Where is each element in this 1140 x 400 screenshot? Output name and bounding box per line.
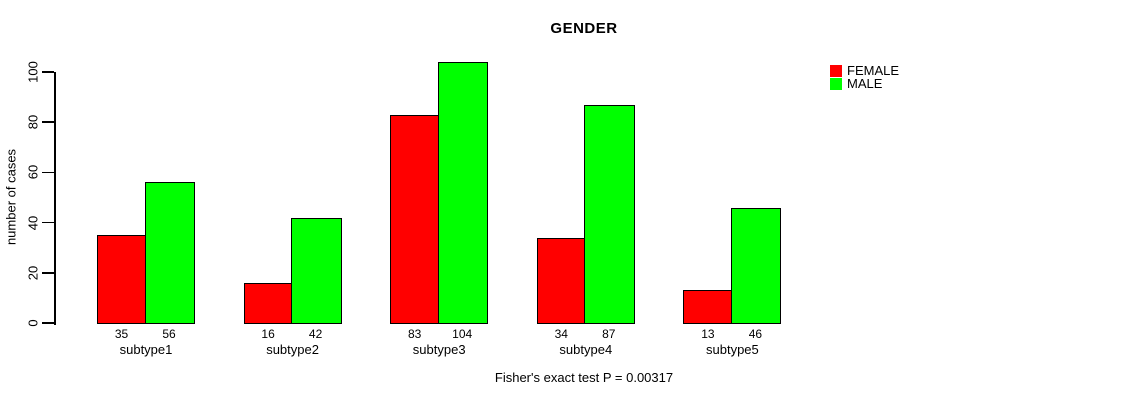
category-label-subtype4: subtype4 <box>559 342 613 357</box>
y-tick <box>41 221 54 224</box>
bar-value-label: 42 <box>308 327 323 341</box>
bar-value-label: 34 <box>554 327 568 341</box>
legend-label: MALE <box>847 76 883 91</box>
bar-female-subtype1 <box>97 235 148 325</box>
y-tick-label: 0 <box>25 319 41 327</box>
bar-value-label: 56 <box>162 327 176 341</box>
bar-male-subtype5 <box>730 207 782 325</box>
bar-male-subtype4 <box>584 104 635 325</box>
category-label-subtype5: subtype5 <box>706 342 759 357</box>
bar-value-label: 87 <box>602 327 616 341</box>
y-tick-label: 80 <box>25 114 41 130</box>
bar-value-label: 16 <box>261 327 275 341</box>
bar-value-label: 83 <box>408 327 422 341</box>
bar-female-subtype4 <box>536 237 588 325</box>
bar-value-label: 35 <box>114 327 129 341</box>
category-label-subtype1: subtype1 <box>119 342 173 357</box>
y-tick <box>41 71 54 73</box>
legend-swatch-male <box>830 78 842 90</box>
y-axis-line <box>54 72 56 325</box>
y-tick <box>41 272 54 274</box>
bar-female-subtype2 <box>243 282 295 325</box>
bar-value-label: 13 <box>701 327 715 341</box>
bar-value-label: 104 <box>452 327 473 341</box>
y-tick-label: 60 <box>25 165 41 180</box>
fisher-test-annotation: Fisher's exact test P = 0.00317 <box>494 370 674 385</box>
bar-male-subtype3 <box>437 61 489 325</box>
bar-male-subtype1 <box>144 182 195 325</box>
category-label-subtype3: subtype3 <box>412 342 466 357</box>
y-tick <box>41 171 54 174</box>
bar-female-subtype5 <box>683 290 734 325</box>
bar-male-subtype2 <box>291 217 342 325</box>
legend-label: FEMALE <box>847 63 900 78</box>
y-tick-label: 40 <box>25 215 41 230</box>
y-tick-label: 20 <box>25 265 41 281</box>
y-tick <box>41 121 54 123</box>
y-tick-label: 100 <box>25 61 41 83</box>
bar-female-subtype3 <box>390 114 441 325</box>
bar-value-label: 46 <box>748 327 763 341</box>
y-tick <box>41 322 54 324</box>
legend-swatch-female <box>830 65 842 77</box>
chart-title: GENDER <box>550 20 618 37</box>
category-label-subtype2: subtype2 <box>266 342 319 357</box>
